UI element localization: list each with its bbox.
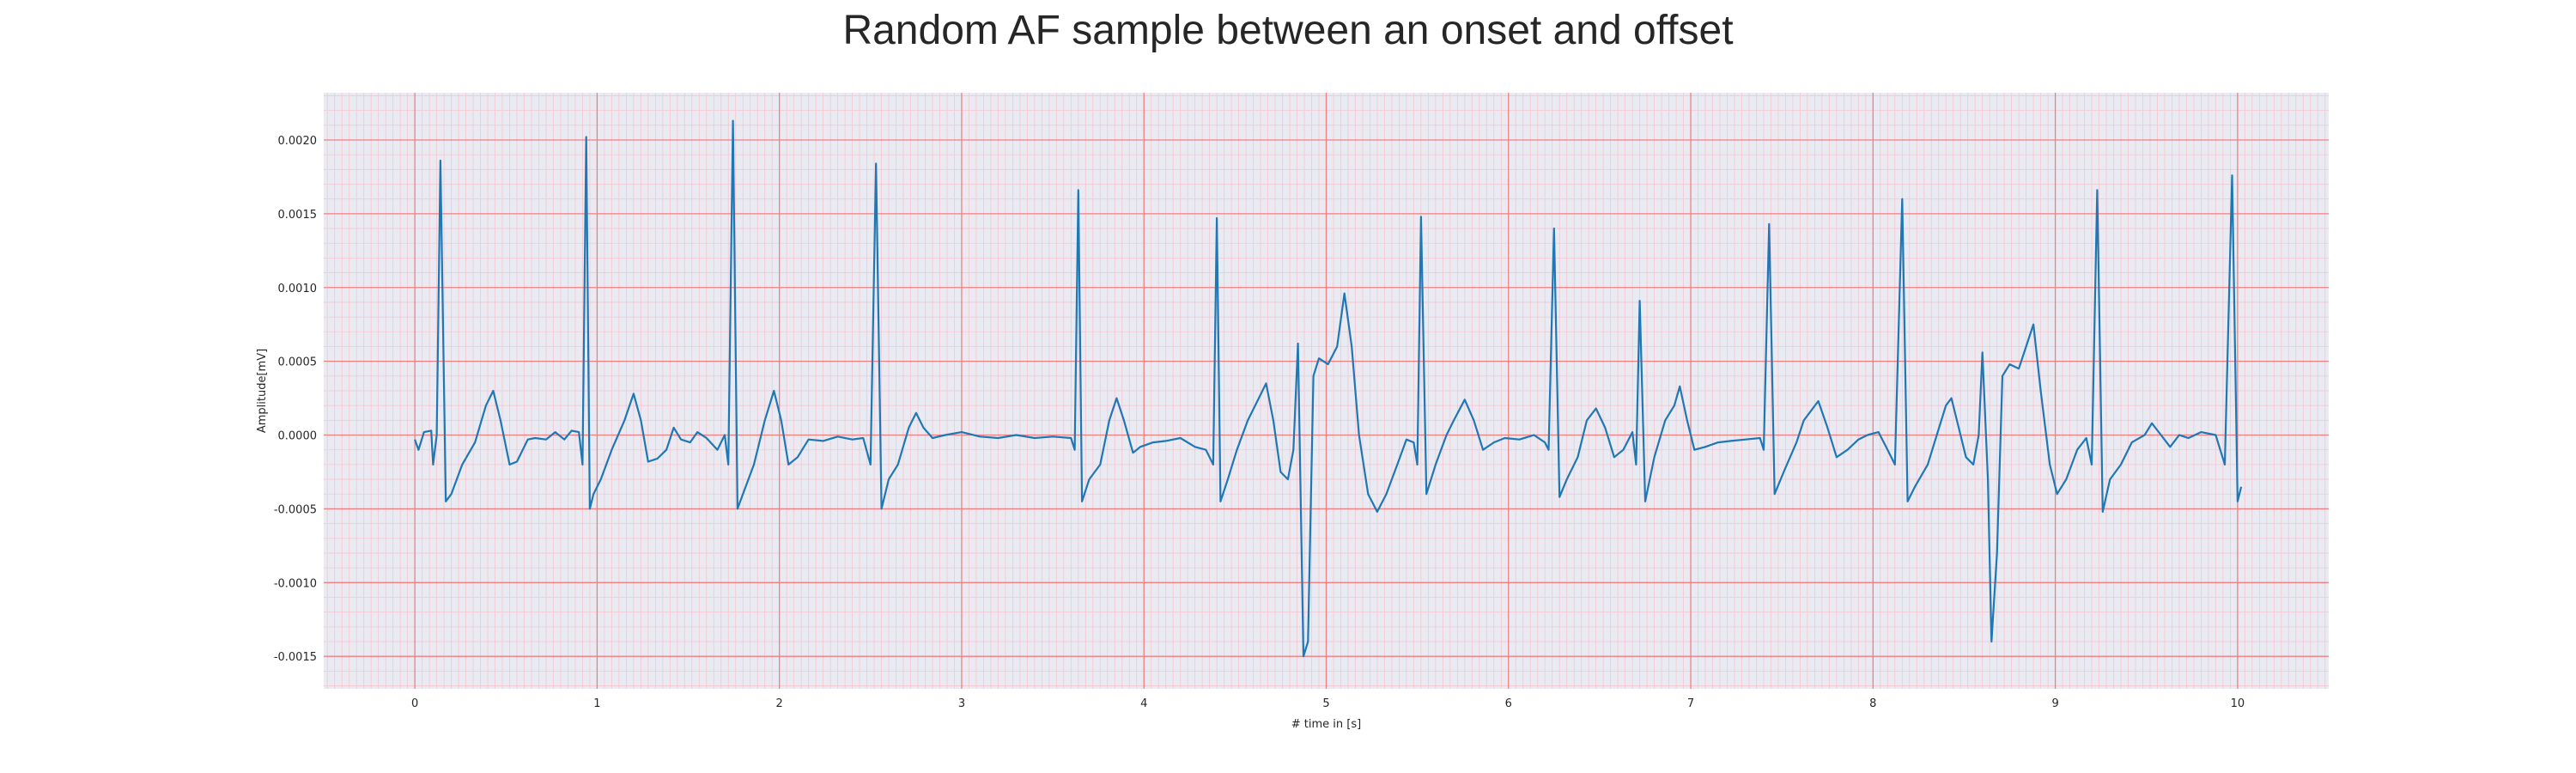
x-axis-ticks: 0 1 2 3 4 5 6 7 8 9 10 xyxy=(411,697,2245,710)
y-tick-label: 0.0010 xyxy=(278,283,318,295)
y-tick-label: -0.0015 xyxy=(274,651,317,664)
ecg-signal-line xyxy=(414,119,2243,658)
y-tick-label: 0.0000 xyxy=(278,430,318,443)
x-tick-label: 0 xyxy=(411,697,418,710)
x-tick-label: 1 xyxy=(593,697,600,710)
x-tick-label: 7 xyxy=(1687,697,1694,710)
y-tick-label: 0.0015 xyxy=(278,209,318,222)
x-tick-label: 8 xyxy=(1869,697,1876,710)
y-tick-label: 0.0020 xyxy=(278,135,318,148)
y-axis-label: Amplitude[mV] xyxy=(256,349,269,433)
x-tick-label: 10 xyxy=(2231,697,2245,710)
x-tick-label: 2 xyxy=(776,697,783,710)
x-tick-label: 4 xyxy=(1140,697,1147,710)
x-axis-label: # time in [s] xyxy=(1291,718,1361,731)
x-tick-label: 3 xyxy=(958,697,965,710)
x-tick-label: 5 xyxy=(1322,697,1329,710)
y-tick-label: -0.0010 xyxy=(274,577,317,590)
y-tick-label: 0.0005 xyxy=(278,356,318,369)
x-tick-label: 6 xyxy=(1505,697,1512,710)
chart-title: Random AF sample between an onset and of… xyxy=(842,8,1734,53)
y-tick-label: -0.0005 xyxy=(274,503,317,516)
major-grid xyxy=(324,93,2329,689)
x-tick-label: 9 xyxy=(2051,697,2058,710)
series-layer xyxy=(414,119,2243,658)
y-axis-ticks: -0.0015 -0.0010 -0.0005 0.0000 0.0005 0.0010 0… xyxy=(274,135,317,664)
